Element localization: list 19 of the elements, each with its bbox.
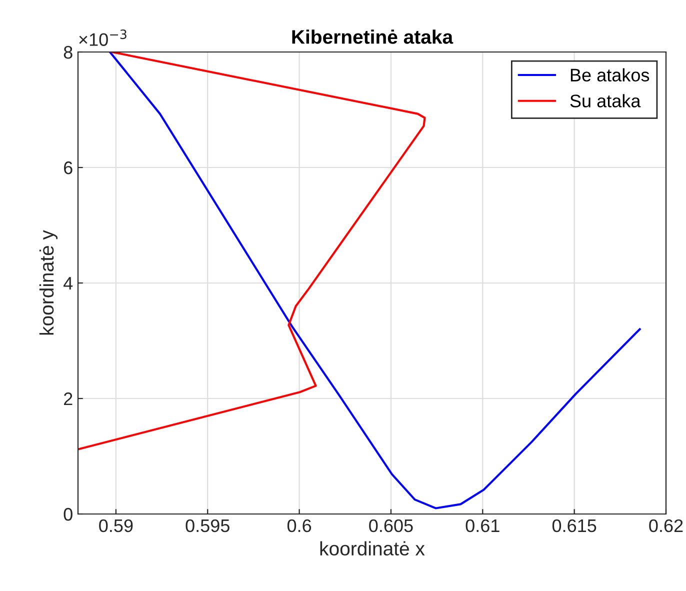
y-tick-label: 8 [64, 46, 72, 59]
y-tick-label: 2 [64, 392, 72, 406]
x-tick-label: 0.595 [186, 519, 230, 532]
x-tick-label: 0.62 [649, 519, 683, 532]
x-tick-label: 0.61 [466, 519, 500, 532]
chart-title: Kibernetinė ataka [292, 30, 454, 44]
x-tick-label: 0.59 [99, 519, 133, 532]
legend-label: Be atakos [570, 68, 650, 82]
x-tick-label: 0.605 [369, 519, 413, 532]
y-tick-label: 4 [64, 277, 73, 290]
y-tick-label: 0 [64, 508, 72, 521]
y-axis-title: koordinatė y [39, 230, 58, 335]
line-series [78, 52, 426, 450]
y-tick-label: 6 [64, 161, 72, 174]
text: ×10$^{−3}$ [79, 30, 126, 46]
legend-label: Su ataka [570, 94, 641, 108]
x-tick-label: 0.615 [552, 519, 596, 532]
x-tick-label: 0.6 [287, 519, 312, 532]
x-axis-title: koordinatė x [320, 541, 425, 556]
